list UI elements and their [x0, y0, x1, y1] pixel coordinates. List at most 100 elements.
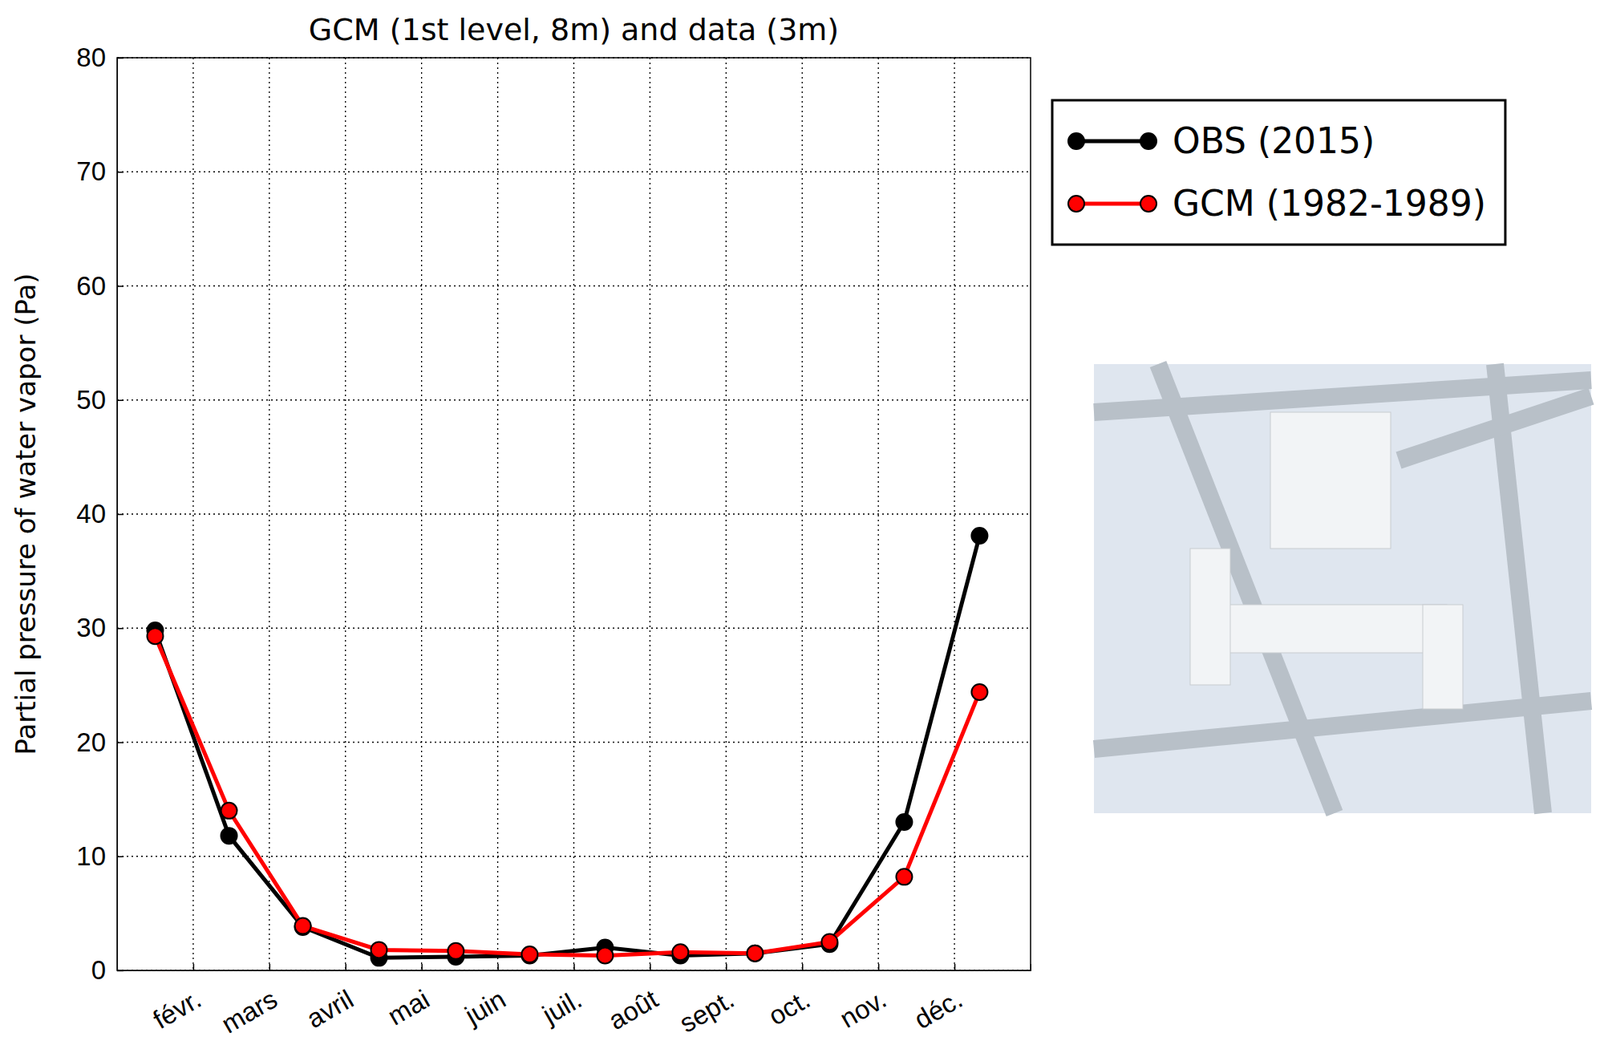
x-tick: nov.	[834, 964, 892, 1034]
series-marker	[746, 945, 763, 962]
chart: 0 10 20 30 40 50 60 70 80 févr.mars avril maijuinju…	[0, 0, 1600, 1053]
photo-instrument	[1422, 604, 1463, 709]
x-tick: févr.	[147, 964, 207, 1035]
y-tick-mark	[117, 741, 124, 744]
x-grid-line	[649, 57, 651, 971]
series-marker	[895, 814, 912, 831]
series-marker	[746, 945, 763, 962]
x-grid-line	[192, 57, 194, 971]
x-tick: juil.	[536, 964, 587, 1030]
x-tick-label: juil.	[536, 984, 587, 1030]
series-line	[154, 635, 980, 956]
x-grid-line	[344, 57, 346, 971]
x-tick-label: mars	[216, 984, 283, 1040]
series-marker	[295, 918, 312, 935]
legend-marker	[1068, 195, 1085, 212]
y-grid-line	[117, 171, 1031, 173]
series-marker	[371, 941, 388, 958]
series-marker	[146, 627, 163, 645]
y-axis: 0 10 20 30 40 50 60 70 80	[76, 42, 124, 985]
y-tick: 20	[76, 727, 124, 758]
y-tick: 50	[76, 384, 124, 415]
plot-frame	[117, 57, 1031, 971]
series-marker	[596, 947, 613, 965]
x-axis: févr.mars avril maijuin juil. aoûtsept. oct. n…	[117, 964, 1032, 1040]
y-tick: 60	[76, 271, 124, 301]
plot-area	[146, 527, 988, 966]
x-tick-label: déc.	[909, 984, 969, 1035]
y-tick-mark	[117, 627, 124, 630]
series-marker	[447, 943, 464, 960]
series-line	[154, 535, 980, 958]
x-grid-line	[573, 57, 575, 971]
y-tick: 30	[76, 612, 124, 643]
series-marker	[672, 943, 689, 960]
legend: OBS (2015)GCM (1982-1989)	[1052, 100, 1506, 245]
series-marker	[221, 802, 238, 819]
photo-instrument	[1214, 604, 1447, 653]
photo-strut	[1093, 700, 1592, 750]
y-tick-label: 60	[76, 271, 106, 301]
x-axis-line	[117, 964, 1032, 972]
x-tick-label: juin	[459, 984, 511, 1031]
x-tick-label: mai	[382, 984, 435, 1032]
y-grid-line	[117, 855, 1031, 857]
x-tick-label: août	[603, 984, 663, 1036]
legend-marker	[1140, 133, 1157, 150]
x-tick-mark	[725, 964, 728, 971]
x-tick-mark	[345, 964, 348, 971]
grid	[117, 57, 1031, 971]
x-tick: avril	[301, 964, 359, 1034]
y-tick: 40	[76, 498, 124, 529]
y-tick-label: 10	[76, 841, 106, 871]
photo-instrument	[1190, 548, 1231, 685]
y-tick-label: 20	[76, 727, 106, 758]
y-grid-line	[117, 627, 1031, 629]
x-tick-mark	[497, 964, 499, 971]
legend-line	[1076, 139, 1149, 144]
x-tick-label: févr.	[147, 984, 207, 1035]
x-grid-line	[268, 57, 270, 971]
legend-marker	[1140, 195, 1157, 212]
series-marker	[971, 527, 988, 544]
x-tick-mark	[269, 964, 272, 971]
series-marker	[821, 933, 838, 950]
x-tick: déc.	[909, 964, 969, 1035]
series-marker	[521, 946, 538, 963]
x-tick: mai	[382, 964, 435, 1031]
y-tick-mark	[117, 285, 124, 288]
y-grid-line	[117, 285, 1031, 287]
photo-placeholder	[1093, 364, 1592, 814]
x-tick: oct.	[763, 964, 816, 1031]
photo-strut	[1398, 396, 1592, 461]
y-axis-title: Partial pressure of water vapor (Pa)	[9, 272, 42, 755]
y-tick-label: 40	[76, 498, 106, 529]
legend-frame	[1052, 100, 1506, 245]
x-tick-mark	[954, 964, 956, 971]
series-marker	[971, 684, 988, 701]
y-tick-label: 70	[76, 156, 106, 187]
y-tick: 80	[76, 42, 124, 73]
legend-marker	[1068, 133, 1085, 150]
x-tick-label: oct.	[763, 984, 816, 1032]
y-tick: 10	[76, 841, 124, 871]
legend-label: OBS (2015)	[1172, 120, 1375, 162]
x-tick: juin	[459, 964, 511, 1031]
x-tick: mars	[216, 964, 283, 1040]
x-tick-mark	[802, 964, 804, 971]
series-marker	[895, 868, 912, 885]
x-tick-mark	[193, 964, 195, 971]
x-tick-mark	[421, 964, 423, 971]
y-tick-mark	[117, 856, 124, 859]
legend-line	[1076, 202, 1149, 207]
y-grid-line	[117, 513, 1031, 515]
y-tick-mark	[117, 514, 124, 516]
y-tick-mark	[117, 171, 124, 174]
y-tick: 70	[76, 156, 124, 187]
x-tick-label: nov.	[834, 984, 892, 1034]
y-tick-mark	[117, 400, 124, 402]
x-grid-line	[725, 57, 727, 971]
series-marker	[221, 827, 238, 844]
y-tick-label: 0	[91, 955, 106, 985]
x-tick-label: sept.	[674, 984, 739, 1039]
